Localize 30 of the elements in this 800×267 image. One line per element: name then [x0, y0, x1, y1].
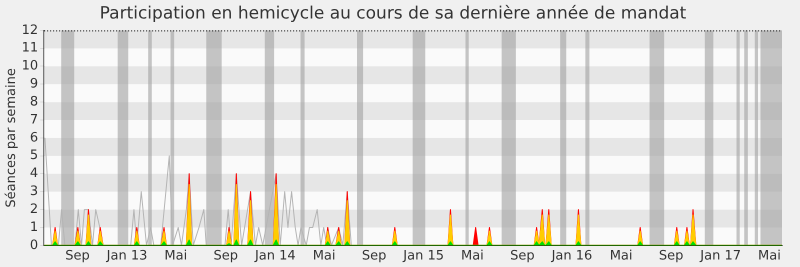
chart-title: Participation en hemicycle au cours de sa dernière année de mandat: [100, 4, 687, 24]
y-tick-label: 4: [30, 166, 38, 182]
x-tick-label: Mai: [610, 248, 632, 264]
x-tick-label: Mai: [460, 248, 484, 264]
y-tick-label: 1: [30, 220, 38, 235]
y-tick-label: 6: [30, 130, 38, 146]
y-tick-label: 5: [30, 148, 38, 164]
x-tick-label: Jan 14: [254, 248, 296, 264]
x-tick-label: Mai: [164, 248, 188, 264]
x-tick-label: Sep: [658, 248, 684, 264]
y-tick-label: 7: [30, 112, 38, 128]
x-tick-label: Jan 15: [402, 248, 444, 264]
x-tick-label: Jan 16: [550, 248, 592, 264]
y-tick-label: 12: [22, 22, 38, 38]
x-tick-label: Jan 13: [106, 248, 148, 264]
y-tick-label: 11: [22, 40, 38, 56]
y-axis-title: Séances par semaine: [4, 68, 20, 208]
y-tick-label: 8: [30, 94, 38, 110]
x-tick-label: Sep: [65, 248, 90, 264]
x-tick-label: Mai: [312, 248, 336, 264]
x-tick-label: Sep: [214, 248, 238, 264]
x-tick-label: Jan 17: [699, 248, 742, 264]
y-tick-label: 9: [30, 76, 38, 92]
y-tick-label: 2: [30, 202, 38, 217]
y-tick-label: 10: [22, 58, 38, 74]
x-tick-label: Sep: [510, 248, 535, 264]
y-tick-label: 0: [30, 238, 38, 253]
y-tick-label: 3: [30, 184, 38, 200]
x-tick-label: Sep: [362, 248, 386, 264]
x-tick-label: Mai: [758, 248, 781, 264]
